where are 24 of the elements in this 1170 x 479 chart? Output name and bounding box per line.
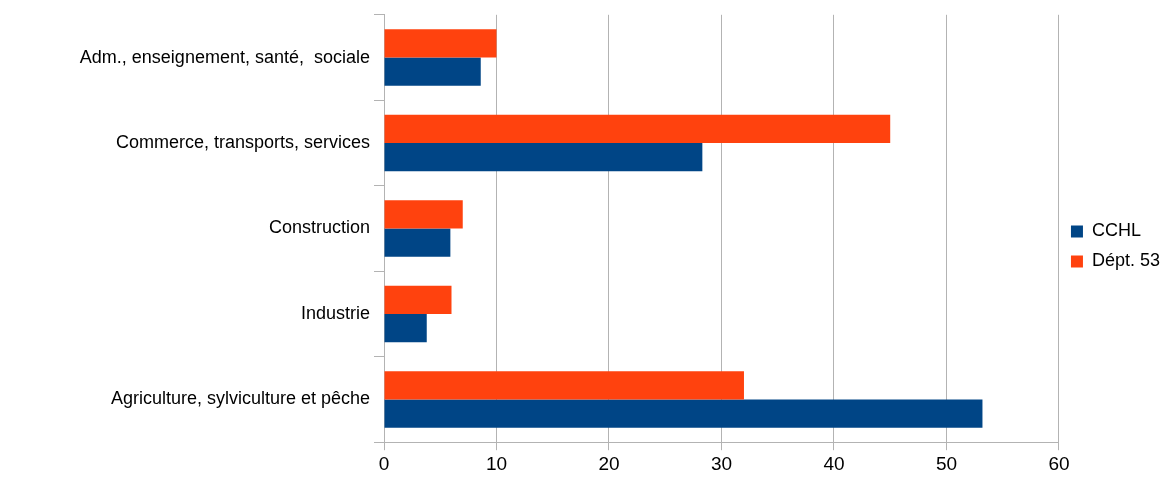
legend-label: CCHL [1091,220,1141,241]
bar [384,285,452,314]
bar [384,57,481,86]
y-tick-label: Agriculture, sylviculture et pêche [110,388,370,409]
bar [384,114,891,144]
bar [384,399,983,428]
bar [384,313,427,343]
x-tick-label: 60 [1048,452,1070,474]
bar [384,371,744,400]
x-tick-label: 50 [935,452,958,474]
x-tick-label: 20 [598,452,620,474]
y-tick-label: Construction [268,217,370,238]
y-tick-label: Adm., enseignement, santé, sociale [79,46,370,67]
x-tick-label: 10 [485,452,508,474]
y-tick-label: Commerce, transports, services [115,131,370,152]
bar [384,143,703,172]
x-tick-label: 40 [823,452,845,474]
bar [384,228,451,257]
legend-label: Dépt. 53 [1091,250,1160,271]
x-tick-label: 30 [710,452,733,474]
bar [384,200,463,229]
bar [384,29,497,58]
y-tick-label: Industrie [300,302,370,323]
x-tick-label: 0 [378,452,390,474]
